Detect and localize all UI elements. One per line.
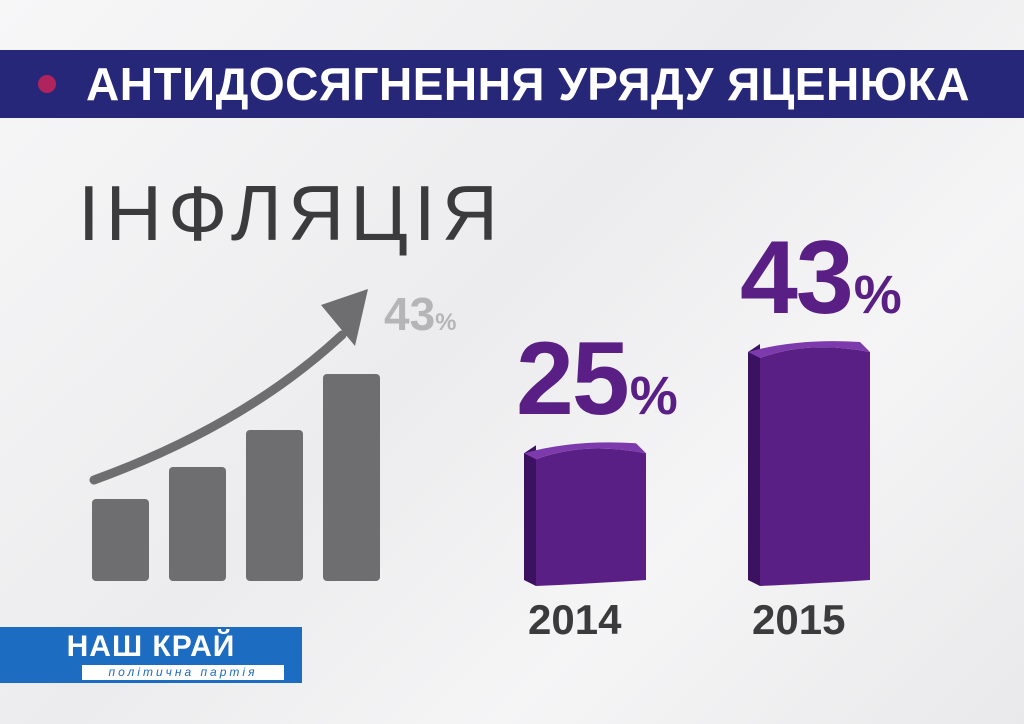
data-label-unit: % [853, 265, 902, 325]
decoration-value-unit: % [435, 309, 457, 336]
decoration-value: 43% [384, 287, 457, 341]
subject-heading: ІНФЛЯЦІЯ [78, 169, 504, 257]
data-label-value: 43 [740, 220, 854, 336]
title-banner: АНТИДОСЯГНЕННЯ УРЯДУ ЯЦЕНЮКА [0, 50, 1024, 118]
decoration-value-number: 43 [384, 288, 436, 340]
page-title: АНТИДОСЯГНЕННЯ УРЯДУ ЯЦЕНЮКА [86, 58, 970, 110]
data-label-value: 25 [516, 321, 630, 438]
category-label-2015: 2015 [752, 596, 846, 643]
logo-subtitle: політична партія [82, 665, 284, 680]
bar-2015 [748, 341, 870, 586]
data-label-unit: % [629, 366, 678, 427]
category-label-2014: 2014 [528, 596, 622, 643]
data-label-2014: 25% [516, 327, 678, 431]
bullet-dot-icon [38, 75, 56, 93]
party-logo: НАШ КРАЙ політична партія [0, 627, 302, 683]
bar-2014 [524, 442, 646, 586]
growth-bar-chart-icon [89, 289, 380, 581]
data-label-2015: 43% [740, 226, 902, 330]
logo-name: НАШ КРАЙ [66, 630, 236, 663]
